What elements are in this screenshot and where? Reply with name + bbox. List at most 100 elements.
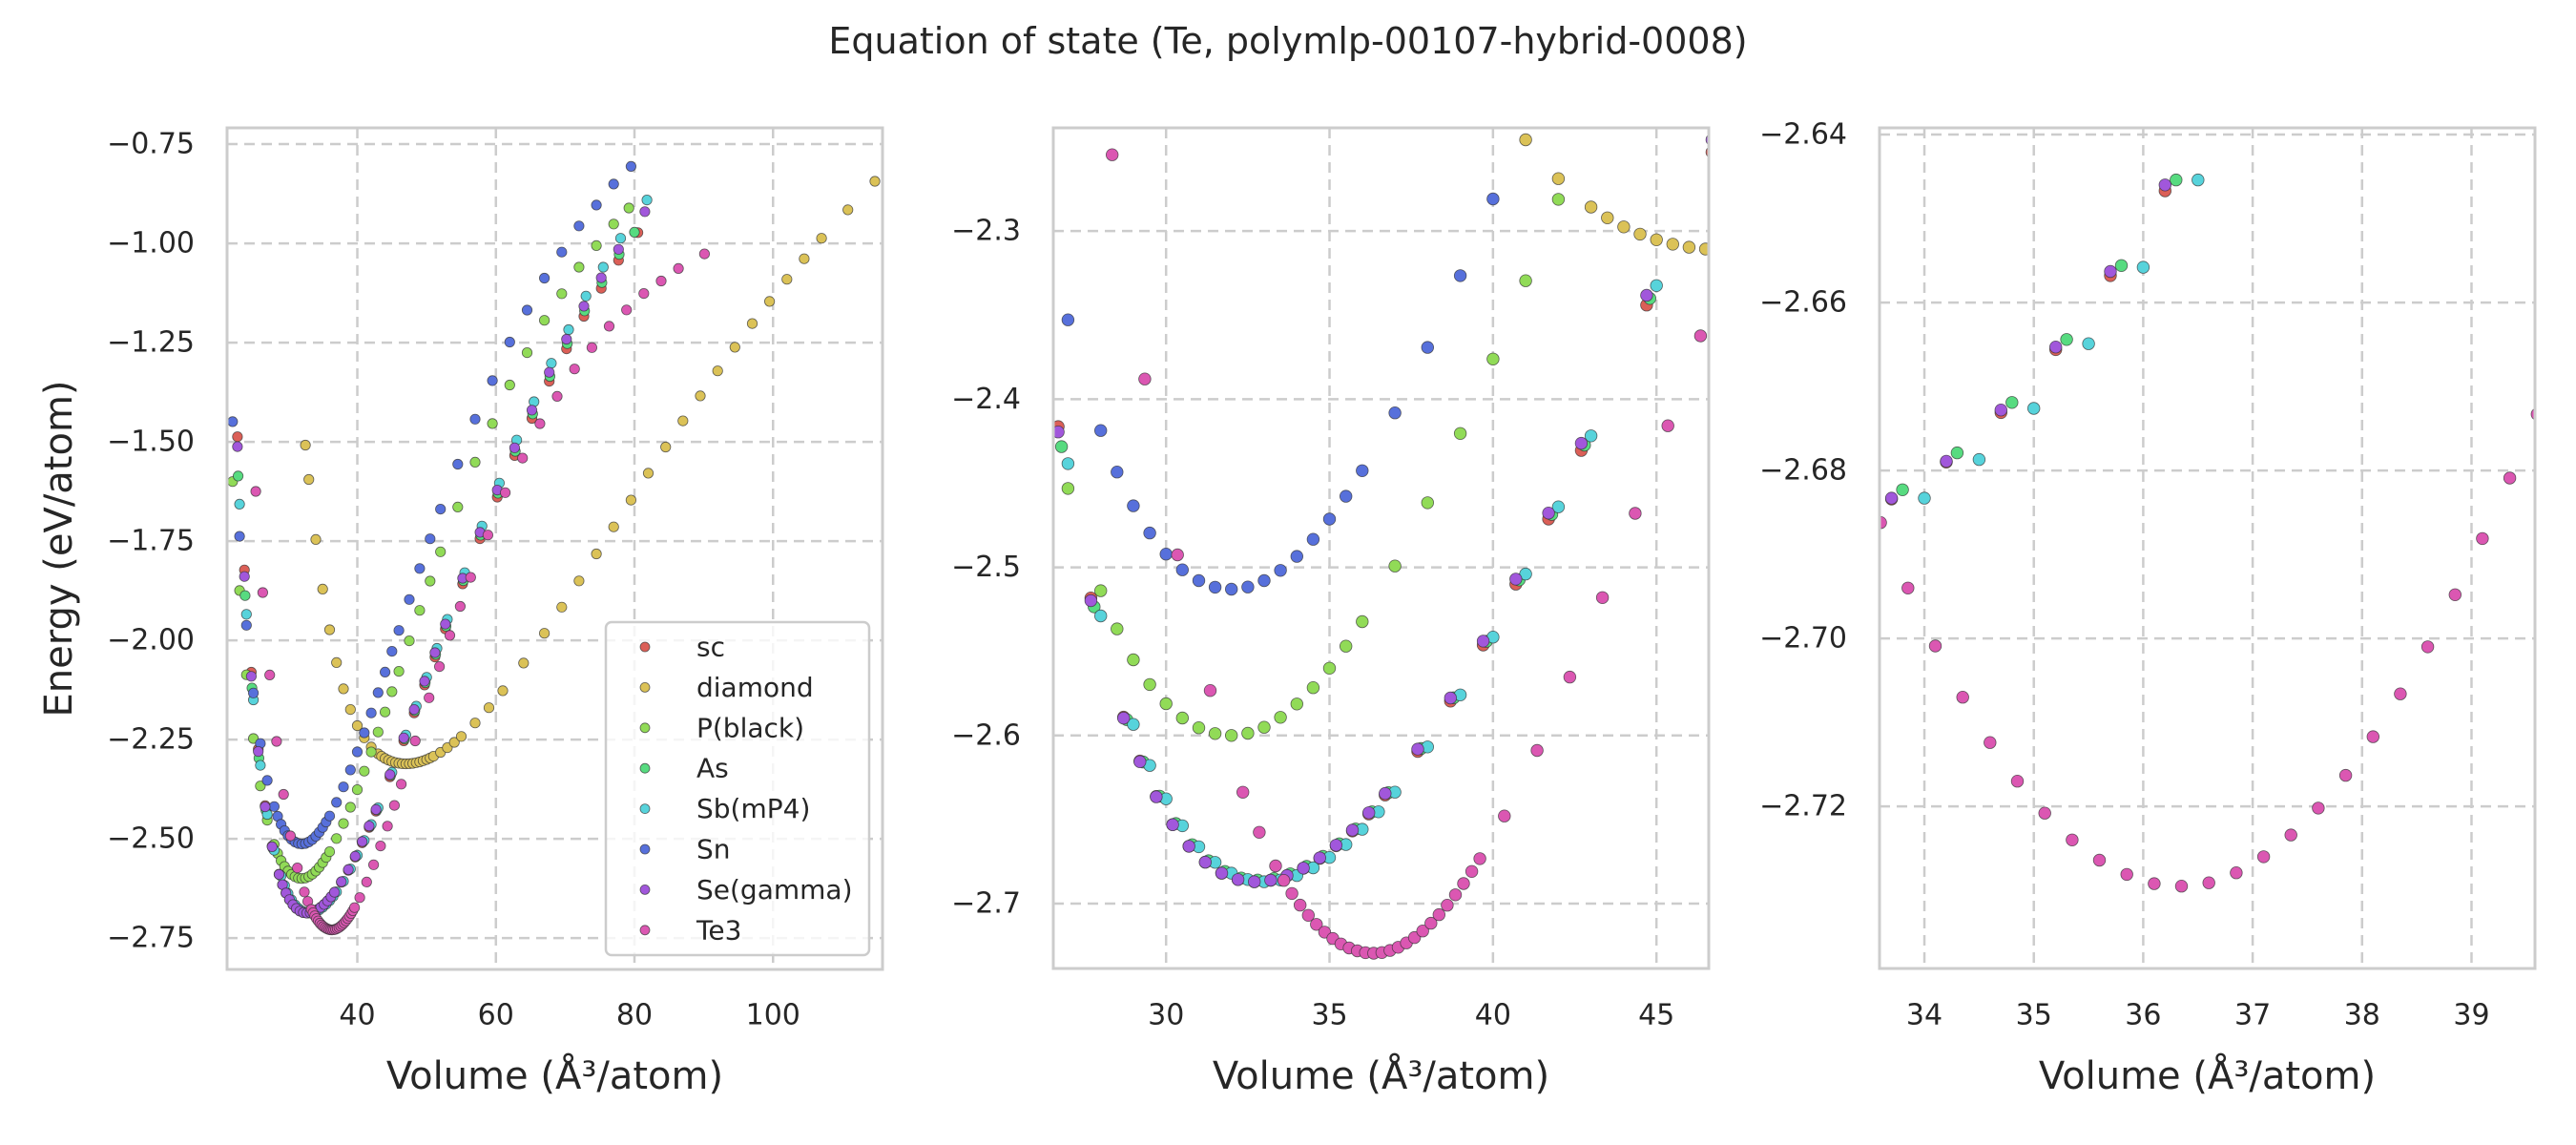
data-point-p-black	[255, 781, 266, 792]
data-point-se-gamma	[544, 366, 555, 378]
data-point-sb-mp4	[255, 760, 266, 771]
data-point-te3	[284, 830, 296, 842]
data-point-p-black	[623, 202, 634, 214]
data-point-te3	[278, 788, 289, 801]
axes-frame	[1878, 126, 2537, 970]
data-point-te3	[1498, 809, 1511, 822]
data-point-sb-mp4	[2192, 173, 2205, 187]
data-point-p-black	[556, 288, 568, 300]
data-point-sb-mp4	[563, 323, 574, 336]
data-point-se-gamma	[1313, 851, 1327, 864]
data-point-se-gamma	[266, 841, 278, 853]
data-point-p-black	[1274, 711, 1287, 724]
data-point-p-black	[1453, 427, 1467, 441]
data-point-te3	[603, 321, 615, 332]
data-point-sn	[365, 707, 377, 718]
data-point-diamond	[781, 274, 793, 285]
data-point-diamond	[869, 176, 881, 187]
legend-entry-diamond: diamond	[639, 672, 814, 703]
series-as	[1896, 173, 2183, 497]
data-point-se-gamma	[1133, 755, 1147, 769]
data-point-sb-mp4	[597, 261, 609, 273]
data-point-p-black	[1061, 482, 1075, 495]
data-point-diamond	[842, 204, 854, 216]
legend-label: diamond	[696, 672, 814, 703]
data-point-sn	[386, 645, 398, 657]
data-point-sn	[469, 413, 481, 425]
data-point-te3	[2503, 471, 2517, 485]
data-point-p-black	[1322, 661, 1337, 676]
data-point-sn	[331, 797, 343, 808]
data-point-sn	[452, 458, 464, 470]
legend-marker	[639, 682, 651, 693]
data-point-sn	[1453, 269, 1467, 282]
data-point-sn	[393, 625, 405, 636]
data-point-se-gamma	[1166, 818, 1179, 832]
data-point-sn	[435, 503, 447, 515]
data-point-te3	[424, 692, 435, 703]
data-point-diamond	[351, 719, 364, 732]
data-point-diamond	[763, 296, 776, 307]
data-point-te3	[1424, 916, 1438, 930]
y-tick-label: −1.75	[107, 525, 195, 558]
data-point-diamond	[331, 656, 343, 669]
data-point-se-gamma	[1053, 426, 1065, 439]
legend-label: Te3	[696, 914, 741, 946]
data-point-p-black	[608, 219, 619, 230]
data-point-te3	[1457, 877, 1470, 890]
data-point-as	[239, 590, 251, 601]
x-tick-label: 100	[746, 999, 800, 1032]
data-point-p-black	[359, 765, 370, 777]
data-point-te3	[1416, 925, 1429, 938]
data-point-diamond	[300, 439, 311, 451]
data-point-te3	[1269, 859, 1282, 873]
series-diamond	[1519, 133, 1709, 256]
data-point-diamond	[816, 233, 827, 244]
legend-marker	[639, 762, 651, 774]
series-p-black	[1061, 193, 1566, 742]
data-point-p-black	[365, 746, 377, 758]
data-point-sn	[1127, 499, 1140, 512]
data-point-te3	[1171, 548, 1184, 562]
data-points	[1053, 133, 1709, 960]
series-sc	[232, 227, 644, 919]
legend-label: P(black)	[696, 712, 804, 743]
data-point-te3	[551, 390, 563, 402]
data-point-te3	[271, 736, 282, 747]
data-point-se-gamma	[370, 803, 382, 816]
data-point-p-black	[323, 845, 336, 858]
data-point-se-gamma	[1444, 691, 1458, 705]
data-point-sb-mp4	[1093, 609, 1108, 623]
y-tick-label: −1.25	[107, 326, 195, 360]
y-axis-label: Energy (eV/atom)	[37, 380, 81, 717]
data-point-te3	[395, 779, 407, 790]
data-point-sn	[1421, 341, 1435, 354]
data-point-sb-mp4	[2082, 337, 2095, 350]
panel-3: 34 35 36 37 38 39 −2.64 −2.66 −2.68 −2.70 −2.72 Vol…	[1759, 118, 2537, 1098]
data-point-sn	[1093, 424, 1108, 437]
legend-marker	[639, 722, 651, 734]
y-tick-label: −2.50	[107, 822, 195, 856]
data-point-sn	[404, 593, 415, 605]
data-point-p-black	[425, 575, 436, 587]
data-point-te3	[655, 275, 667, 287]
x-axis-label: Volume (Å³/atom)	[1213, 1052, 1549, 1098]
data-point-se-gamma	[1411, 742, 1424, 756]
data-point-diamond	[497, 685, 509, 697]
series-se-gamma	[1884, 178, 2172, 505]
data-point-sn	[323, 810, 336, 822]
data-point-sn	[573, 220, 585, 232]
data-point-te3	[638, 287, 650, 300]
data-point-diamond	[483, 702, 495, 714]
data-point-p-black	[1159, 697, 1173, 711]
legend-entry-te3: Te3	[639, 914, 741, 946]
data-point-sn	[1241, 580, 1255, 593]
legend-label: Sn	[696, 834, 731, 865]
data-point-se-gamma	[1084, 593, 1098, 608]
data-point-p-black	[469, 456, 481, 468]
x-tick-label: 45	[1638, 999, 1674, 1032]
legend: sc diamond P(black) As Sb(mP4) Sn Se(gamma) Te3	[604, 620, 871, 957]
data-point-sc	[232, 431, 243, 443]
series-se-gamma	[1053, 134, 1709, 888]
